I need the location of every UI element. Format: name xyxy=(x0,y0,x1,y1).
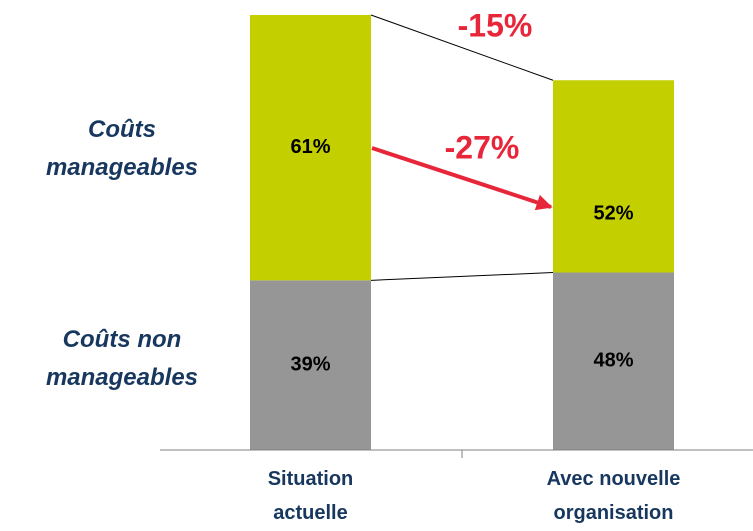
value-label: 52% xyxy=(593,203,633,225)
legend-label: Coûts manageables xyxy=(46,116,198,181)
legend-label-line: Coûts non xyxy=(63,326,182,353)
legend-label-line: Coûts xyxy=(88,116,156,143)
bar-segment xyxy=(250,280,371,450)
x-tick-label: Situation actuelle xyxy=(268,468,354,524)
bar-segment xyxy=(553,80,674,273)
bar-segment xyxy=(553,272,674,450)
value-label: 61% xyxy=(290,136,330,158)
legend-label: Coûts non manageables xyxy=(46,326,198,391)
connector-line xyxy=(370,272,554,281)
value-label: 48% xyxy=(593,350,633,372)
x-tick-label: Avec nouvelle organisation xyxy=(547,468,681,524)
value-label: 39% xyxy=(290,353,330,375)
legend-label-line: manageables xyxy=(46,154,198,181)
connector-line xyxy=(370,14,554,81)
arrow xyxy=(371,146,553,211)
x-tick-label-line: organisation xyxy=(553,502,673,524)
annotation: -27% xyxy=(445,129,520,165)
legend-label-line: manageables xyxy=(46,364,198,391)
annotation: -15% xyxy=(458,7,533,43)
x-tick-label-line: Situation xyxy=(268,468,354,490)
bar-segment xyxy=(250,15,371,281)
x-tick-label-line: Avec nouvelle xyxy=(547,468,681,490)
x-tick-label-line: actuelle xyxy=(273,502,347,524)
